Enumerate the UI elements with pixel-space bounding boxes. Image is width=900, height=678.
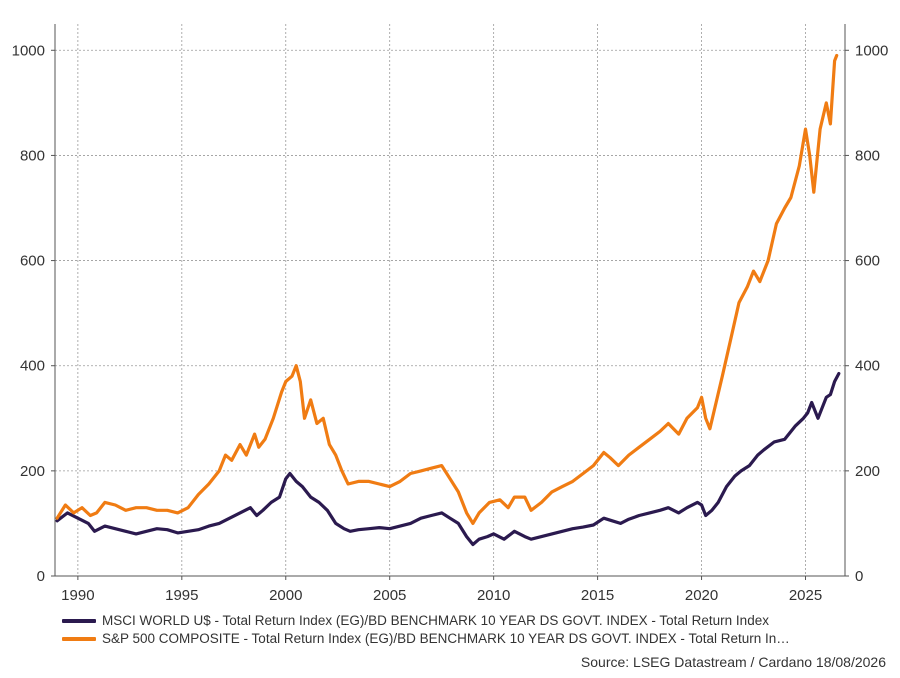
series-line-0 xyxy=(55,372,841,547)
y-tick-label-right: 1000 xyxy=(855,42,888,59)
legend: MSCI WORLD U$ - Total Return Index (EG)/… xyxy=(62,612,790,648)
y-tick-label-left: 800 xyxy=(20,147,45,164)
legend-label-sp500: S&P 500 COMPOSITE - Total Return Index (… xyxy=(102,631,790,646)
series-line-1 xyxy=(55,53,839,525)
x-tick-label: 2005 xyxy=(373,587,406,604)
y-tick-label-left: 0 xyxy=(37,568,45,585)
x-tick-label: 1990 xyxy=(61,587,94,604)
series-lines xyxy=(55,53,841,547)
y-tick-label-left: 200 xyxy=(20,463,45,480)
axes: 0 0 200 200 400 400 600 600 800 800 1000 1000 1990 19… xyxy=(12,24,888,604)
y-tick-label-right: 800 xyxy=(855,147,880,164)
x-tick-label: 2020 xyxy=(685,587,718,604)
legend-label-msci: MSCI WORLD U$ - Total Return Index (EG)/… xyxy=(102,613,769,628)
legend-swatch-msci xyxy=(62,619,96,623)
x-tick-label: 1995 xyxy=(165,587,198,604)
x-tick-label: 2015 xyxy=(581,587,614,604)
y-tick-label-left: 400 xyxy=(20,358,45,375)
y-tick-label-right: 200 xyxy=(855,463,880,480)
grid xyxy=(55,24,845,576)
source-note: Source: LSEG Datastream / Cardano 18/08/… xyxy=(580,654,886,670)
y-tick-label-right: 600 xyxy=(855,253,880,270)
y-tick-label-left: 600 xyxy=(20,253,45,270)
y-tick-label-left: 1000 xyxy=(12,42,45,59)
legend-item-msci[interactable]: MSCI WORLD U$ - Total Return Index (EG)/… xyxy=(62,612,790,630)
y-tick-label-right: 400 xyxy=(855,358,880,375)
legend-swatch-sp500 xyxy=(62,637,96,641)
x-tick-label: 2025 xyxy=(789,587,822,604)
x-tick-label: 2000 xyxy=(269,587,302,604)
legend-item-sp500[interactable]: S&P 500 COMPOSITE - Total Return Index (… xyxy=(62,630,790,648)
x-tick-label: 2010 xyxy=(477,587,510,604)
y-tick-label-right: 0 xyxy=(855,568,863,585)
